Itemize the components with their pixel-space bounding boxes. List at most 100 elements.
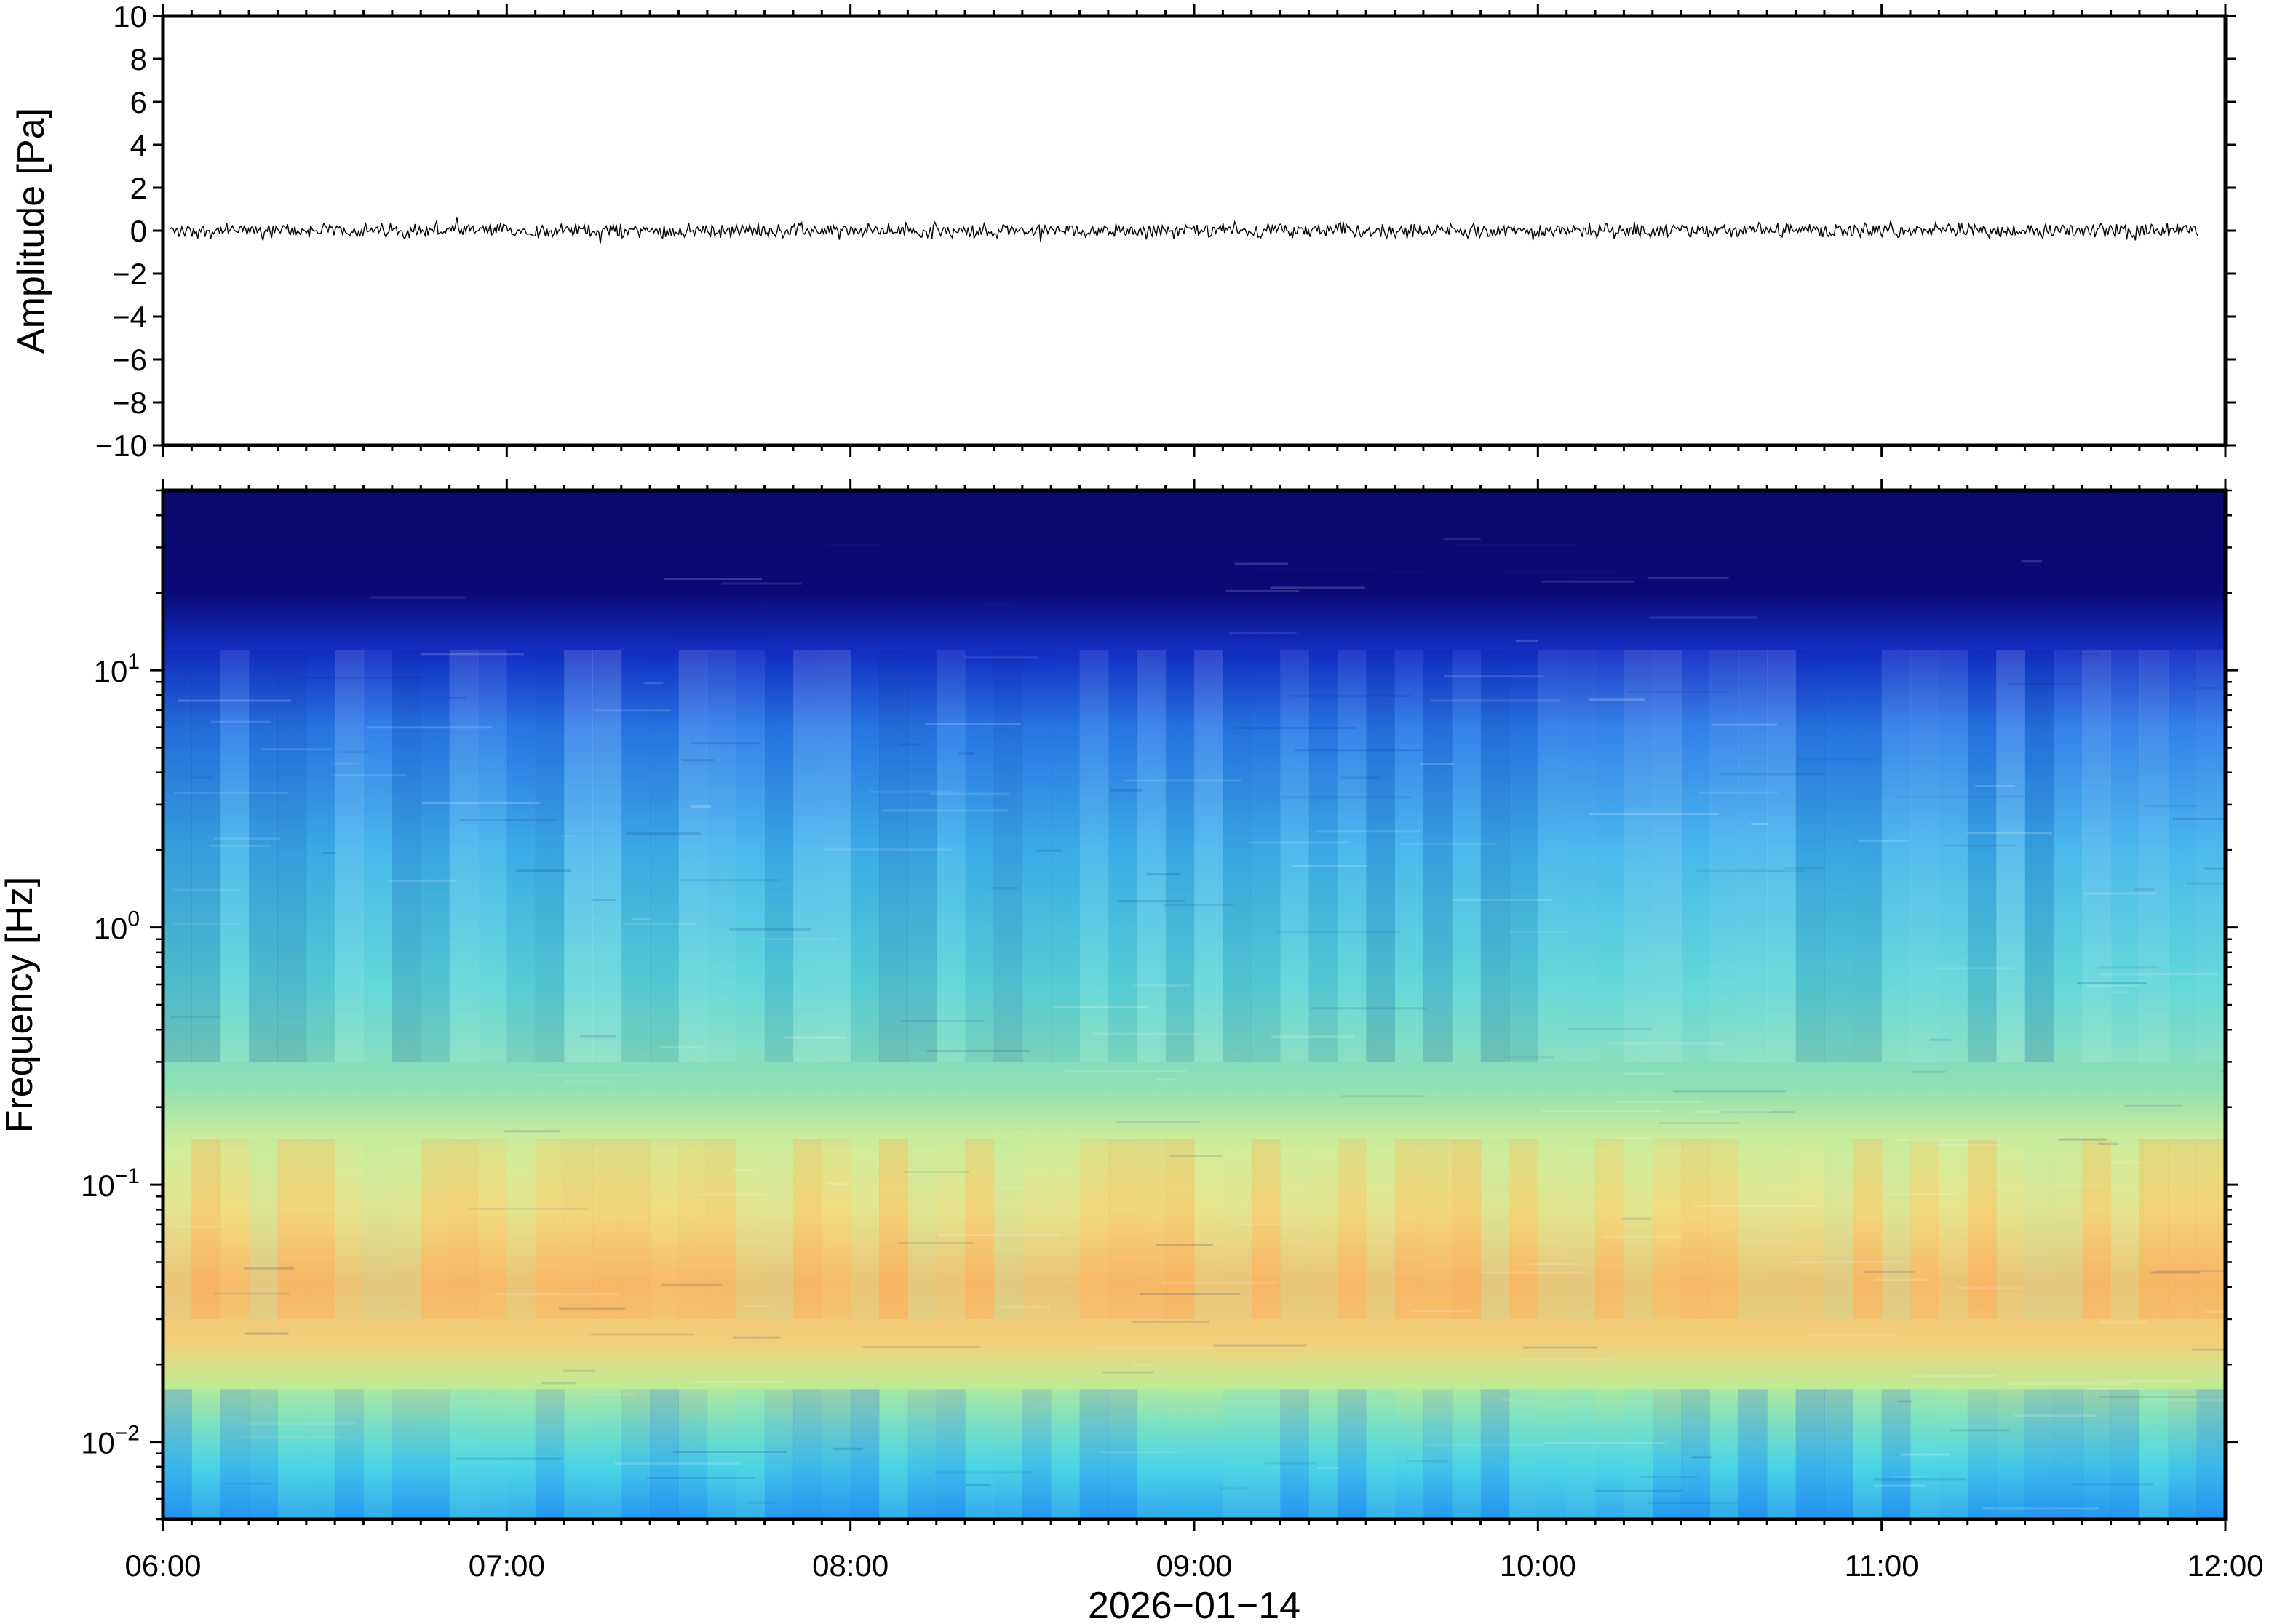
spectrogram-column — [2053, 650, 2083, 1062]
spectrogram-streak — [1937, 967, 2014, 970]
waveform-y-axis-label: Amplitude [Pa] — [10, 108, 52, 354]
spectrogram-column — [822, 1139, 851, 1319]
spectrogram-column — [792, 650, 822, 1062]
spectrogram-streak — [322, 852, 337, 854]
spectrogram-streak — [1567, 1027, 1653, 1030]
spectrogram-streak — [1900, 1453, 1950, 1456]
spectrogram-column — [1165, 1139, 1195, 1319]
spectrogram-column — [220, 650, 250, 1062]
spectrogram-column — [993, 1389, 1023, 1519]
spectrogram-streak — [691, 1193, 784, 1196]
spectrogram-column — [1480, 650, 1510, 1062]
spectrogram-column — [2139, 1389, 2169, 1519]
spectrogram-streak — [1116, 1120, 1200, 1123]
waveform-trace — [170, 217, 2198, 244]
spectrogram-streak — [1281, 796, 1411, 799]
spectrogram-column — [1051, 650, 1081, 1062]
spectrogram-streak — [1271, 1035, 1355, 1038]
spectrogram-streak — [691, 1380, 784, 1383]
spectrogram-column — [1452, 650, 1482, 1062]
spectrogram-streak — [721, 582, 802, 585]
spectrogram-streak — [2098, 1142, 2119, 1145]
spectrogram-column — [449, 650, 479, 1062]
spectrogram-streak — [1453, 899, 1552, 901]
spectrogram-streak — [213, 1292, 290, 1295]
spectrogram-streak — [1155, 1078, 1175, 1081]
spectrogram-column — [1308, 1139, 1338, 1319]
spectrogram-streak — [1608, 1042, 1724, 1045]
spectrogram-heatmap — [163, 490, 2225, 1519]
spectrogram-streak — [1523, 1346, 1598, 1349]
spectrogram-column — [163, 1389, 192, 1519]
spectrogram-column — [564, 1139, 593, 1319]
spectrogram-streak — [2077, 982, 2147, 984]
spectrogram-streak — [1341, 614, 1372, 617]
spectrogram-streak — [733, 1336, 780, 1339]
spectrogram-streak — [1541, 1110, 1661, 1112]
spectrogram-streak — [1874, 1278, 1928, 1281]
spectrogram-streak — [2193, 686, 2222, 689]
spectrogram-column — [2168, 1389, 2198, 1519]
spectrogram-column — [478, 1389, 507, 1519]
spectrogram-streak — [213, 837, 280, 840]
spectrogram-column — [249, 1139, 278, 1319]
spectrogram-streak — [1589, 698, 1645, 701]
spectrogram-streak — [2098, 1396, 2197, 1398]
spectrogram-streak — [563, 1369, 596, 1372]
spectrogram-streak — [958, 752, 974, 755]
spectrogram-column — [2139, 650, 2169, 1062]
spectrogram-streak — [1692, 1205, 1819, 1208]
spectrogram-streak — [1893, 1476, 1922, 1478]
spectrogram-column — [1709, 1389, 1739, 1519]
spectrogram-column — [850, 1139, 880, 1319]
spectrogram-column — [1709, 1139, 1739, 1319]
spectrogram-streak — [899, 1020, 985, 1022]
spectrogram-column — [564, 1389, 593, 1519]
spectrogram-column — [1681, 1389, 1710, 1519]
spectrogram-column — [363, 1389, 393, 1519]
spectrogram-streak — [1400, 842, 1497, 845]
spectrogram-streak — [2107, 1161, 2147, 1164]
spectrogram-streak — [1621, 1217, 1652, 1220]
spectrogram-streak — [1317, 1466, 1340, 1469]
spectrogram-column — [335, 1139, 365, 1319]
spectrogram-streak — [1057, 1281, 1077, 1283]
spectrogram-streak — [664, 578, 762, 580]
spectrogram-streak — [1219, 1487, 1249, 1490]
spectrogram-streak — [459, 819, 555, 821]
spectrogram-column — [1910, 1139, 1939, 1319]
spectrogram-column — [764, 1389, 794, 1519]
spectrogram-streak — [1053, 1006, 1150, 1008]
spectrogram-streak — [1291, 865, 1367, 868]
spectrogram-column — [1480, 1389, 1510, 1519]
spectrogram-streak — [448, 696, 467, 699]
spectrogram-streak — [1234, 726, 1357, 729]
spectrogram-column — [1996, 1139, 2025, 1319]
spectrogram-column — [478, 1139, 507, 1319]
spectrogram-column — [2082, 650, 2112, 1062]
spectrogram-streak — [2066, 653, 2101, 656]
spectrogram-streak — [898, 743, 921, 746]
spectrogram-streak — [2013, 1414, 2097, 1417]
y-tick-label: 4 — [130, 128, 147, 162]
spectrogram-streak — [1647, 1502, 1738, 1505]
spectrogram-streak — [1387, 571, 1430, 574]
spectrogram-column — [1939, 650, 1968, 1062]
spectrogram-streak — [2182, 645, 2225, 648]
spectrogram-streak — [456, 1457, 562, 1460]
spectrogram-column — [1967, 650, 1997, 1062]
spectrogram-streak — [1093, 1032, 1200, 1035]
spectrogram-column — [2024, 1139, 2054, 1319]
spectrogram-streak — [925, 723, 1021, 725]
spectrogram-column — [792, 1389, 822, 1519]
spectrogram-streak — [2097, 966, 2158, 969]
spectrogram-streak — [1515, 639, 1538, 642]
spectrogram-streak — [389, 879, 456, 882]
spectrogram-streak — [1617, 1137, 1650, 1139]
spectrogram-streak — [2073, 1483, 2154, 1486]
spectrogram-column — [650, 1389, 679, 1519]
spectrogram-streak — [1091, 1347, 1215, 1349]
spectrogram-streak — [1509, 931, 1570, 934]
spectrogram-streak — [2058, 1138, 2107, 1141]
spectrogram-column — [191, 650, 221, 1062]
